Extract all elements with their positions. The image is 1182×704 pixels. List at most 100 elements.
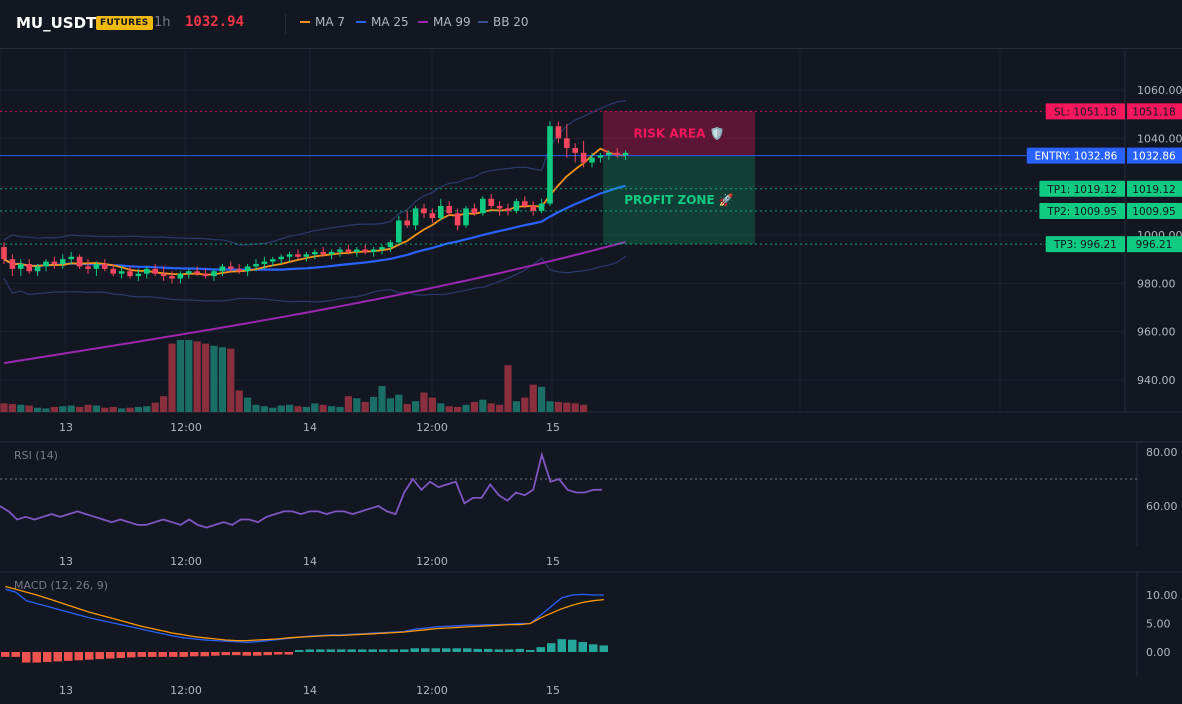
volume-bar xyxy=(336,406,344,412)
candle xyxy=(219,264,226,277)
candle xyxy=(379,244,385,255)
volume-bar xyxy=(504,365,512,412)
candle xyxy=(169,271,175,284)
axis-price-text: 1051.18 xyxy=(1132,106,1175,118)
candle-body xyxy=(328,251,335,255)
macd-histogram-bar xyxy=(326,649,335,652)
volume-bar xyxy=(176,340,184,412)
candle xyxy=(622,150,629,161)
macd-histogram-bar xyxy=(431,648,440,652)
candle-body xyxy=(278,256,284,260)
candle xyxy=(404,210,410,228)
price-tick-label: 1040.00 xyxy=(1137,132,1182,145)
candle xyxy=(589,152,595,168)
candle xyxy=(261,256,268,269)
macd-tick-label: 10.00 xyxy=(1146,589,1178,602)
macd-histogram-bar xyxy=(484,648,493,652)
volume-bar xyxy=(17,404,25,412)
volume-bar xyxy=(151,402,159,412)
volume-bar xyxy=(529,384,537,412)
candle xyxy=(43,259,49,272)
axis-price-box xyxy=(1127,103,1182,120)
candle-body xyxy=(513,201,520,211)
candle xyxy=(194,266,200,277)
candle-body xyxy=(76,256,83,267)
candle xyxy=(144,266,150,279)
rsi-tick-label: 60.00 xyxy=(1146,500,1178,513)
candle-body xyxy=(454,213,461,226)
volume-bar xyxy=(445,406,453,412)
macd-histogram-bar xyxy=(116,652,125,658)
legend-ma99[interactable]: MA 99 xyxy=(418,15,471,29)
legend-bb20[interactable]: BB 20 xyxy=(478,15,529,29)
level-tag: SL: 1051.18 1051.18 xyxy=(1045,103,1182,120)
candle-body xyxy=(127,271,133,277)
candle-body xyxy=(312,251,318,255)
candle xyxy=(438,198,444,221)
candle xyxy=(597,152,604,163)
macd-histogram-bar xyxy=(347,649,356,652)
legend-ma7[interactable]: MA 7 xyxy=(300,15,345,29)
candle xyxy=(555,121,562,144)
bb20-swatch-icon xyxy=(478,21,488,23)
candle-body xyxy=(85,266,91,269)
candle-body xyxy=(412,208,419,226)
macd-histogram-bar xyxy=(169,652,178,657)
macd-line xyxy=(5,588,604,643)
candle-body xyxy=(286,254,293,257)
volume-bar xyxy=(420,392,428,412)
macd-histogram-bar xyxy=(32,652,41,663)
candle-body xyxy=(496,206,503,209)
macd-panel: MACD (12, 26, 9) 10.00 5.00 0.00 13 12:00 14 12… xyxy=(1,579,1178,697)
candle-body xyxy=(580,152,587,163)
candle xyxy=(580,140,587,168)
candle xyxy=(135,268,142,281)
timeframe-label[interactable]: 1h xyxy=(154,15,171,30)
level-label-text: TP3: 996.21 xyxy=(1053,239,1117,251)
candle-body xyxy=(564,138,570,148)
macd-histogram-bar xyxy=(11,652,20,657)
macd-histogram-bar xyxy=(137,652,146,657)
volume-bar xyxy=(252,404,260,412)
risk-area-label: RISK AREA 🛡️ xyxy=(634,126,725,140)
time-tick-label: 12:00 xyxy=(170,684,202,697)
candle-body xyxy=(438,206,444,219)
volume-bar xyxy=(294,406,302,412)
volume-bar xyxy=(470,401,478,412)
macd-histogram-bar xyxy=(494,649,503,652)
symbol-label[interactable]: MU_USDT xyxy=(16,14,97,32)
macd-histogram-bar xyxy=(74,652,83,661)
volume-bar xyxy=(134,406,142,412)
volume-bar xyxy=(185,340,193,412)
volume-bar xyxy=(353,398,361,412)
profit-zone-label: PROFIT ZONE 🚀 xyxy=(624,193,734,207)
rsi-tick-label: 80.00 xyxy=(1146,446,1178,459)
macd-histogram-bar xyxy=(221,652,230,656)
candle-body xyxy=(345,249,352,252)
macd-histogram-bar xyxy=(295,650,304,652)
candle xyxy=(34,264,41,277)
candle xyxy=(278,254,284,264)
candle-body xyxy=(429,213,436,219)
macd-histogram-bar xyxy=(179,652,188,657)
volume-bar xyxy=(277,405,285,412)
candles xyxy=(1,121,629,284)
candle-body xyxy=(144,268,150,274)
legend-ma25[interactable]: MA 25 xyxy=(356,15,409,29)
time-tick-label: 12:00 xyxy=(170,421,202,434)
macd-histogram-bar xyxy=(53,652,62,662)
volume-bar xyxy=(496,404,504,412)
candle xyxy=(538,198,545,214)
level-label-box xyxy=(1045,236,1125,253)
level-tag: TP1: 1019.12 1019.12 xyxy=(1039,180,1182,197)
candle-body xyxy=(102,264,108,269)
macd-histogram-bar xyxy=(127,652,136,658)
volume-bar xyxy=(84,404,92,412)
volume-bar xyxy=(563,402,571,412)
macd-histogram-bar xyxy=(368,649,377,652)
volume-bar xyxy=(521,397,529,412)
macd-histogram-bar xyxy=(536,647,545,652)
candle xyxy=(606,150,612,161)
volume-bar xyxy=(487,403,495,412)
